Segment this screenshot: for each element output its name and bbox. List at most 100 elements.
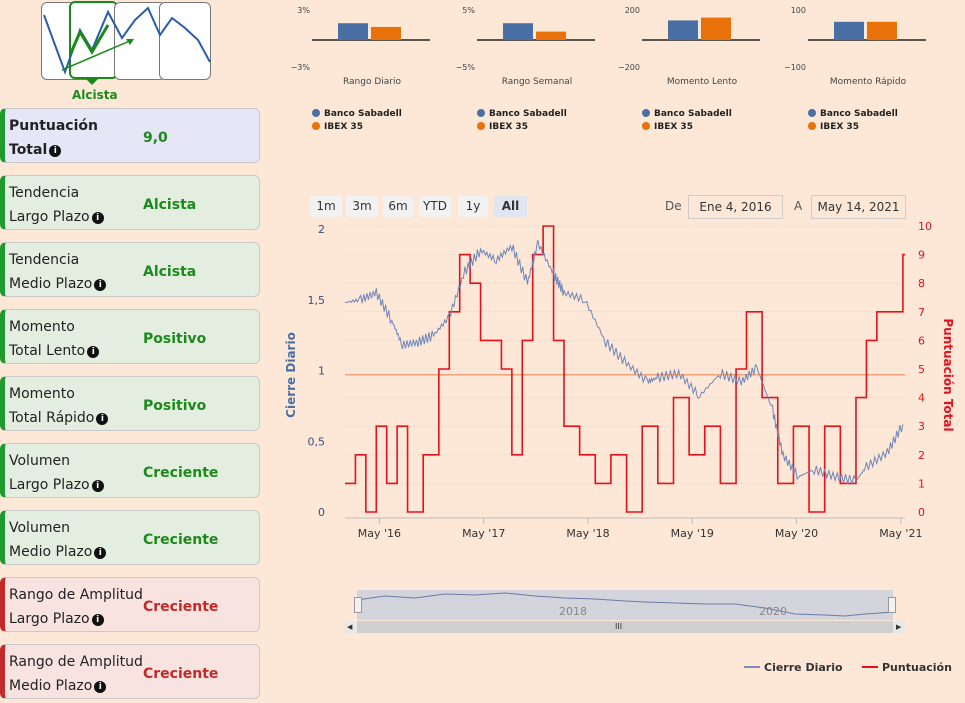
legend-item-sabadell[interactable]: Banco Sabadell [477, 109, 567, 119]
info-icon[interactable]: i [96, 413, 109, 425]
legend-score[interactable]: Puntuación [862, 661, 952, 674]
score-card-subtitle: Largo Plazo i [9, 477, 104, 493]
y2-tick-label: 5 [918, 363, 925, 376]
mini-chart-top-tick: 200 [624, 6, 640, 15]
x-tick-label: May '19 [671, 527, 714, 540]
legend-line-icon [744, 666, 760, 668]
legend-item-ibex[interactable]: IBEX 35 [808, 122, 859, 132]
mini-chart-top-tick: 5% [462, 6, 475, 15]
info-icon[interactable]: i [91, 614, 104, 626]
legend-item-sabadell[interactable]: Banco Sabadell [808, 109, 898, 119]
x-tick-label: May '18 [566, 527, 609, 540]
score-card-title: Tendencia [9, 185, 80, 201]
score-card[interactable]: Puntuación Total i 9,0 [0, 108, 260, 163]
mini-chart-plot [312, 23, 430, 41]
legend-dot-icon [642, 109, 650, 117]
info-icon[interactable]: i [94, 279, 107, 291]
score-card-subtitle: Total i [9, 142, 62, 158]
y-tick-label: 0,5 [308, 435, 326, 448]
navigator[interactable]: 2018 2020 III ◀ ▶ [345, 590, 905, 634]
info-icon[interactable]: i [87, 346, 100, 358]
score-card[interactable]: Volumen Largo Plazo i Creciente [0, 443, 260, 498]
scroll-right-icon[interactable]: ▶ [896, 623, 902, 631]
info-icon[interactable]: i [91, 480, 104, 492]
scroll-left-icon[interactable]: ◀ [347, 623, 353, 631]
score-card-title: Volumen [9, 520, 70, 536]
score-card-title: Tendencia [9, 252, 80, 268]
info-icon[interactable]: i [49, 145, 62, 157]
legend-item-sabadell[interactable]: Banco Sabadell [312, 109, 402, 119]
score-card-title: Volumen [9, 453, 70, 469]
score-card[interactable]: Tendencia Medio Plazo i Alcista [0, 242, 260, 297]
mini-chart-bar [503, 23, 533, 40]
navigator-scrollbar-thumb[interactable] [357, 621, 893, 633]
mini-chart-title: Rango Semanal [501, 77, 573, 87]
score-card-subtitle: Total Rápido i [9, 410, 109, 426]
mini-chart-bar [867, 21, 897, 40]
y2-tick-label: 2 [918, 449, 925, 462]
legend-dot-icon [312, 122, 320, 130]
y-tick-label: 0 [318, 506, 325, 519]
legend-item-ibex[interactable]: IBEX 35 [312, 122, 363, 132]
navigator-window[interactable] [357, 590, 893, 620]
score-card-value: Creciente [143, 599, 219, 615]
legend-dot-icon [477, 109, 485, 117]
score-card-value: Creciente [143, 465, 219, 481]
mini-chart-plot [808, 21, 926, 41]
y2-tick-label: 3 [918, 420, 925, 433]
legend-price[interactable]: Cierre Diario [744, 661, 843, 674]
scrollbar-grip: III [615, 622, 623, 631]
navigator-left-handle[interactable] [354, 597, 362, 613]
range-button-all[interactable]: All [494, 196, 527, 217]
score-card[interactable]: Tendencia Largo Plazo i Alcista [0, 175, 260, 230]
legend-score-label: Puntuación [882, 661, 952, 674]
info-icon[interactable]: i [94, 681, 107, 693]
legend-line-icon [862, 666, 878, 668]
mini-chart-bar [338, 23, 368, 40]
range-button-1m[interactable]: 1m [310, 196, 342, 217]
range-button-1y[interactable]: 1y [458, 196, 488, 217]
y2-tick-label: 9 [918, 249, 925, 262]
date-from-input[interactable]: Ene 4, 2016 [688, 195, 783, 219]
score-card[interactable]: Rango de Amplitud Largo Plazo i Creciente [0, 577, 260, 632]
navigator-right-handle[interactable] [888, 597, 896, 613]
range-button-ytd[interactable]: YTD [419, 196, 451, 217]
legend-item-sabadell[interactable]: Banco Sabadell [642, 109, 732, 119]
y2-tick-label: 10 [918, 220, 932, 233]
legend-dot-icon [312, 109, 320, 117]
score-card-title: Puntuación [9, 118, 98, 134]
y-tick-label: 1,5 [308, 294, 326, 307]
mini-chart-bar [834, 21, 864, 40]
info-icon[interactable]: i [91, 212, 104, 224]
legend-dot-icon [808, 109, 816, 117]
x-tick-label: May '20 [775, 527, 818, 540]
y2-tick-label: 1 [918, 477, 925, 490]
score-card-subtitle: Medio Plazo i [9, 276, 107, 292]
mini-chart-title: Momento Rápido [829, 77, 907, 87]
score-card-title: Momento [9, 319, 75, 335]
y2-tick-label: 0 [918, 506, 925, 519]
score-card-value: Positivo [143, 331, 207, 347]
range-button-3m[interactable]: 3m [346, 196, 378, 217]
legend-dot-icon [808, 122, 816, 130]
score-card[interactable]: Momento Total Lento i Positivo [0, 309, 260, 364]
mini-chart-bar [668, 20, 698, 40]
mini-chart-bottom-tick: −100 [784, 63, 806, 72]
info-icon[interactable]: i [94, 547, 107, 559]
score-card-value: Creciente [143, 532, 219, 548]
score-card[interactable]: Volumen Medio Plazo i Creciente [0, 510, 260, 565]
mini-chart-bar [536, 31, 566, 40]
legend-item-ibex[interactable]: IBEX 35 [642, 122, 693, 132]
mini-chart-title: Rango Diario [342, 77, 401, 87]
trend-card [159, 2, 211, 80]
score-card[interactable]: Momento Total Rápido i Positivo [0, 376, 260, 431]
score-card[interactable]: Rango de Amplitud Medio Plazo i Creciente [0, 644, 260, 699]
score-card-value: Creciente [143, 666, 219, 682]
range-button-6m[interactable]: 6m [383, 196, 413, 217]
score-card-title: Rango de Amplitud [9, 587, 143, 603]
date-to-input[interactable]: May 14, 2021 [811, 195, 906, 219]
y2-axis-title: Puntuación Total [941, 318, 955, 431]
legend-item-ibex[interactable]: IBEX 35 [477, 122, 528, 132]
legend-price-label: Cierre Diario [764, 661, 843, 674]
legend-dot-icon [642, 122, 650, 130]
